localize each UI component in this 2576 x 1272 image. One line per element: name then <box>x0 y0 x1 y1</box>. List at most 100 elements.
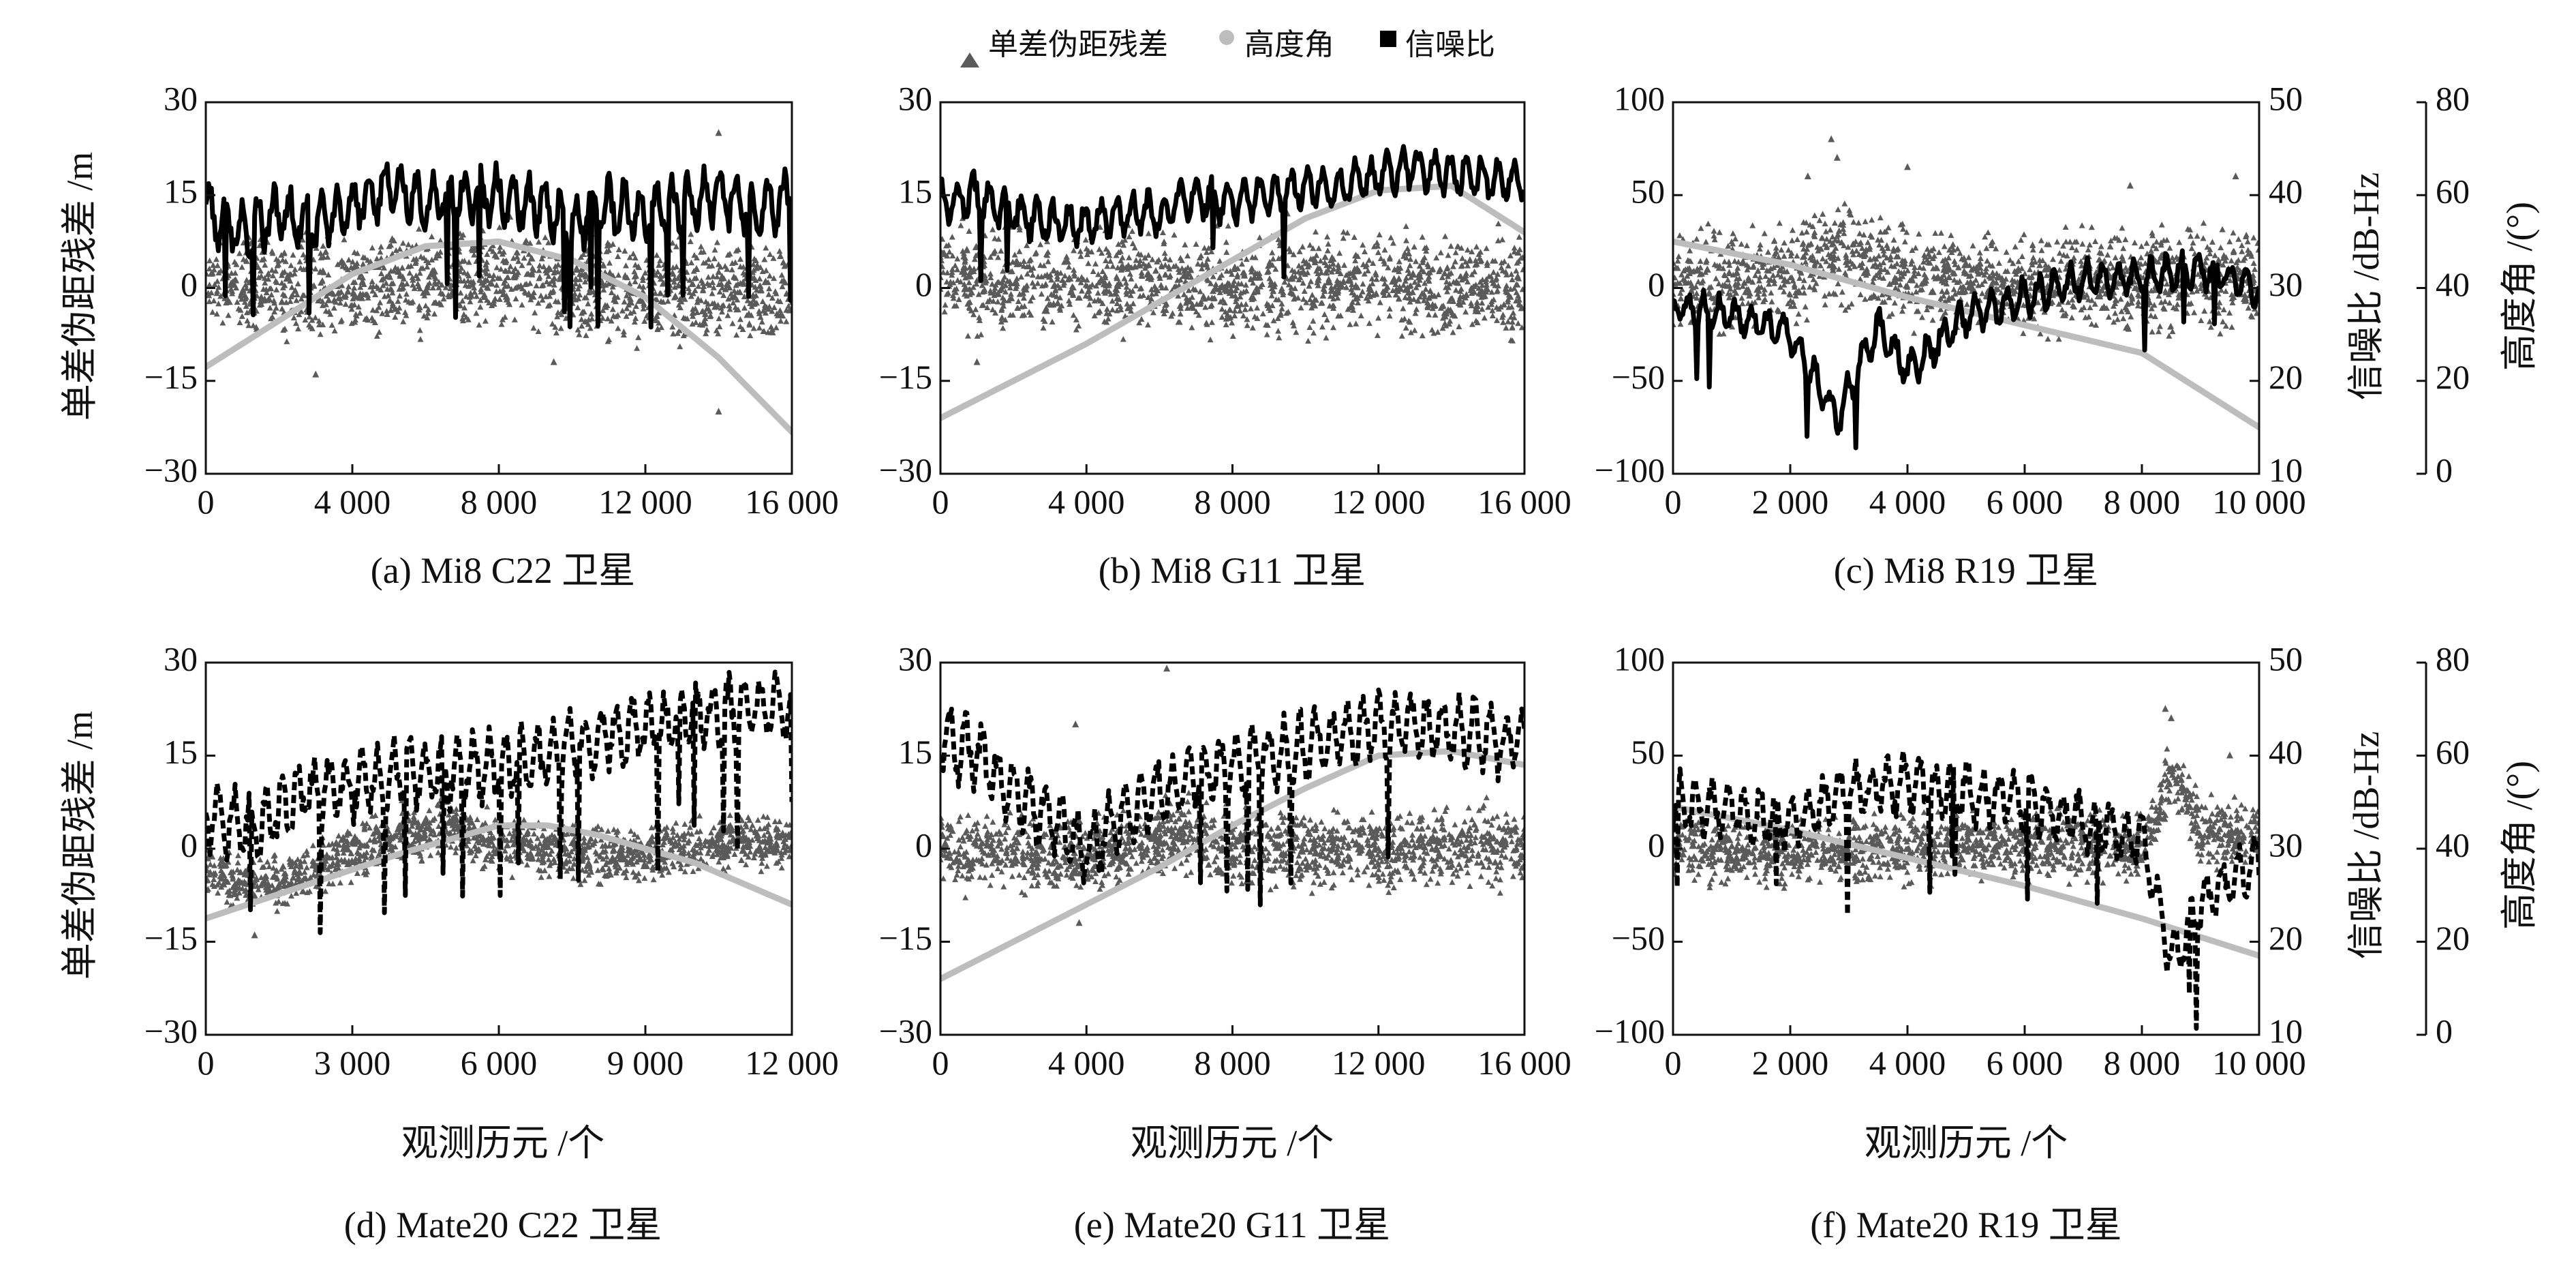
residual-point <box>1899 220 1906 227</box>
residual-point <box>690 268 697 274</box>
residual-point <box>2207 324 2214 330</box>
residual-point <box>1419 290 1426 296</box>
residual-point <box>496 224 503 230</box>
residual-point <box>1469 248 1475 255</box>
residual-point <box>1368 287 1375 294</box>
residual-point <box>1505 262 1512 269</box>
residual-point <box>773 290 780 297</box>
residual-outlier <box>1828 135 1835 142</box>
residual-point <box>1088 248 1095 255</box>
residual-point <box>726 305 733 312</box>
residual-point <box>369 244 375 251</box>
residual-point <box>2227 277 2234 284</box>
residual-point <box>1734 264 1741 271</box>
residual-point <box>535 299 542 306</box>
residual-point <box>707 843 714 849</box>
residual-point <box>279 305 286 312</box>
residual-point <box>530 324 537 331</box>
residual-point <box>326 290 333 297</box>
residual-point <box>236 250 243 256</box>
residual-point <box>1518 324 1524 331</box>
residual-point <box>1515 292 1522 299</box>
residual-point <box>652 290 659 297</box>
legend: 单差伪距残差 高度角 信噪比 <box>960 28 1495 67</box>
residual-point <box>2009 281 2016 288</box>
residual-point <box>1267 307 1274 314</box>
residual-point <box>269 272 276 279</box>
residual-point <box>1503 324 1509 331</box>
residual-point <box>459 258 465 264</box>
residual-point <box>2073 247 2080 253</box>
residual-point <box>743 861 750 868</box>
residual-point <box>1685 257 1691 263</box>
residual-point <box>1229 271 1236 277</box>
residual-point <box>737 323 743 329</box>
residual-point <box>1895 268 1902 274</box>
residual-point <box>228 270 235 276</box>
residual-point <box>433 299 440 305</box>
residual-point <box>1790 277 1796 284</box>
y-tick-label: −15 <box>144 358 198 396</box>
residual-point <box>542 234 549 241</box>
residual-point <box>1000 267 1007 274</box>
residual-point <box>1441 320 1448 327</box>
residual-point <box>2009 276 2016 283</box>
residual-point <box>2110 303 2117 309</box>
residual-point <box>1082 292 1089 299</box>
residual-point <box>1509 324 1516 331</box>
residual-point <box>1218 305 1225 312</box>
residual-point <box>2252 266 2258 272</box>
residual-point <box>1300 296 1307 302</box>
residual-point <box>1306 262 1313 268</box>
residual-point <box>491 272 497 278</box>
residual-point <box>417 336 424 342</box>
residual-point <box>1390 240 1396 246</box>
residual-point <box>758 318 765 325</box>
residual-point <box>1205 294 1212 301</box>
residual-point <box>2078 258 2085 264</box>
residual-point <box>1233 303 1240 309</box>
residual-point <box>2235 257 2242 263</box>
residual-point <box>1909 258 1916 264</box>
y-tick-label: 50 <box>1631 172 1665 211</box>
residual-point <box>950 292 957 299</box>
residual-point <box>1745 277 1751 284</box>
residual-point <box>1856 262 1863 269</box>
residual-point <box>1941 261 1948 268</box>
residual-point <box>1254 315 1261 321</box>
residual-point <box>1822 228 1829 234</box>
residual-point <box>1843 252 1850 258</box>
residual-point <box>1453 279 1460 286</box>
residual-point <box>1430 330 1437 336</box>
residual-point <box>350 289 357 296</box>
residual-point <box>1884 269 1891 275</box>
residual-point <box>752 257 759 264</box>
residual-point <box>623 292 630 299</box>
residual-point <box>693 254 700 261</box>
residual-point <box>344 287 351 294</box>
residual-point <box>241 299 248 305</box>
residual-point <box>1711 232 1717 239</box>
residual-point <box>1916 264 1923 271</box>
residual-point <box>2038 247 2045 254</box>
residual-point <box>2132 285 2138 291</box>
residual-point <box>2079 241 2086 247</box>
residual-point <box>1138 269 1145 275</box>
residual-point <box>1083 245 1090 252</box>
residual-point <box>502 259 509 265</box>
residual-point <box>1825 251 1832 258</box>
residual-point <box>654 313 660 319</box>
residual-point <box>1213 286 1220 292</box>
residual-point <box>711 303 718 310</box>
residual-point <box>1919 314 1926 320</box>
residual-point <box>1355 299 1362 305</box>
residual-point <box>1421 254 1428 260</box>
residual-point <box>1965 273 1972 279</box>
residual-point <box>750 261 756 267</box>
residual-point <box>527 296 534 303</box>
residual-point <box>1516 246 1523 252</box>
residual-point <box>2098 243 2104 249</box>
residual-point <box>1811 233 1818 239</box>
residual-point <box>2200 235 2207 241</box>
residual-point <box>2122 264 2129 271</box>
